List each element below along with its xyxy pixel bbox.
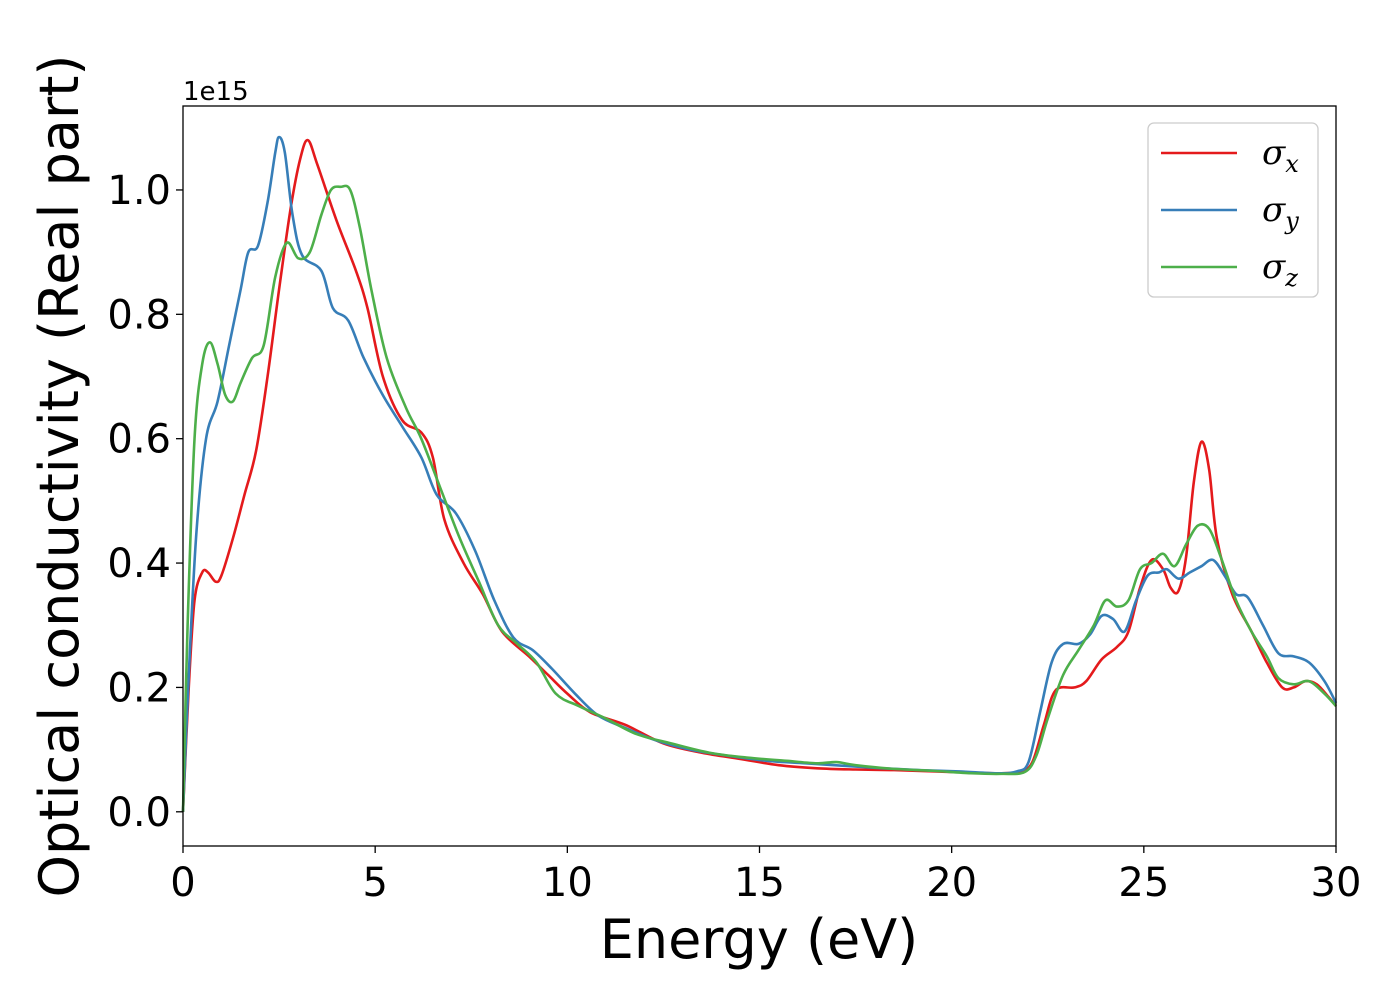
y-tick-label: 0.0 — [107, 790, 171, 836]
y-tick-label: 0.6 — [107, 417, 171, 463]
y-tick-label: 1.0 — [107, 168, 171, 214]
legend-entry-y: σy — [1262, 190, 1299, 235]
x-tick-label: 20 — [926, 860, 977, 906]
y-axis-label: Optical conductivity (Real part) — [28, 55, 91, 898]
x-axis-label: Energy (eV) — [600, 908, 919, 971]
y-axis-ticks: 0.0 0.2 0.4 0.6 0.8 1.0 — [107, 168, 183, 836]
legend-symbol: σ — [1262, 247, 1286, 287]
y-tick-label: 0.2 — [107, 665, 171, 711]
legend-subscript: y — [1284, 207, 1299, 235]
x-tick-label: 30 — [1311, 860, 1362, 906]
legend-entry-x: σx — [1262, 133, 1299, 178]
series-layer — [181, 135, 1338, 812]
x-axis-ticks: 0 5 10 15 20 25 30 — [170, 846, 1361, 906]
series-line-x — [181, 138, 1338, 812]
legend-symbol: σ — [1262, 190, 1286, 230]
x-tick-label: 10 — [542, 860, 593, 906]
legend-symbol: σ — [1262, 133, 1286, 173]
x-tick-label: 5 — [362, 860, 387, 906]
x-tick-label: 0 — [170, 860, 195, 906]
legend-entry-z: σz — [1262, 247, 1298, 292]
y-axis-offset-label: 1e15 — [183, 77, 249, 107]
y-tick-label: 0.4 — [107, 541, 171, 587]
legend-subscript: z — [1284, 264, 1298, 292]
x-tick-label: 15 — [734, 860, 785, 906]
series-line-z — [181, 184, 1337, 812]
y-tick-label: 0.8 — [107, 292, 171, 338]
x-tick-label: 25 — [1118, 860, 1169, 906]
legend-subscript: x — [1285, 150, 1299, 178]
